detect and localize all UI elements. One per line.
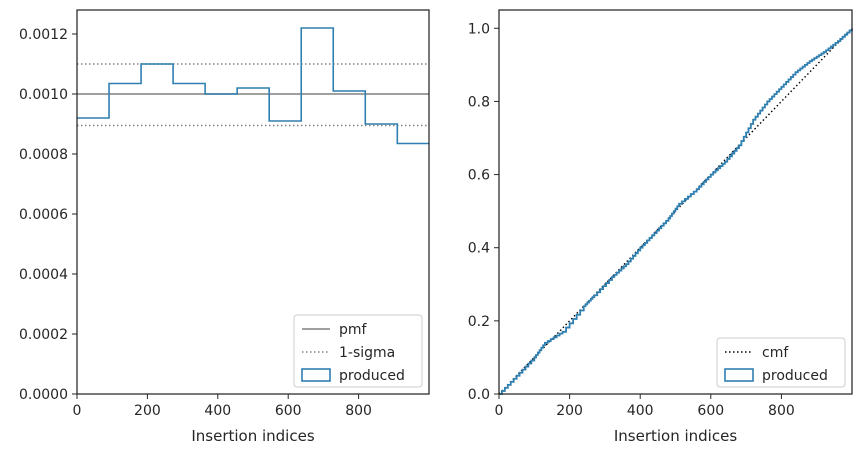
legend-swatch-produced bbox=[301, 368, 331, 382]
produced-histogram bbox=[77, 27, 429, 145]
legend-swatch-produced bbox=[724, 368, 754, 382]
x-axis-label: Insertion indices bbox=[614, 427, 737, 445]
legend-label-pmf: pmf bbox=[339, 322, 368, 338]
cmf-panel: 0 200 400 600 800 0.0 0.2 0.4 0.6 0.8 1.0 Insertion… bbox=[468, 9, 853, 445]
legend-box bbox=[716, 337, 846, 388]
axes-frame bbox=[498, 9, 853, 395]
x-tick-label: 0 bbox=[73, 403, 82, 419]
legend-label-produced: produced bbox=[339, 368, 405, 384]
y-tick-label: 0.0000 bbox=[19, 387, 68, 403]
y-tick-label: 0.2 bbox=[468, 314, 490, 330]
y-tick-label: 0.6 bbox=[468, 168, 490, 184]
y-tick-label: 0.0012 bbox=[19, 27, 68, 43]
y-tick-label: 0.0002 bbox=[19, 327, 68, 343]
cmf-line bbox=[498, 27, 853, 395]
x-tick-label: 600 bbox=[697, 403, 724, 419]
x-tick-label: 0 bbox=[495, 403, 504, 419]
x-tick-label: 200 bbox=[134, 403, 161, 419]
legend-label-produced: produced bbox=[762, 368, 828, 384]
y-tick-label: 0.0004 bbox=[19, 267, 68, 283]
y-tick-label: 1.0 bbox=[468, 21, 490, 37]
y-tick-label: 0.0010 bbox=[19, 87, 68, 103]
x-tick-label: 600 bbox=[275, 403, 302, 419]
x-tick-label: 800 bbox=[768, 403, 795, 419]
x-axis-label: Insertion indices bbox=[191, 427, 314, 445]
y-tick-label: 0.0 bbox=[468, 387, 490, 403]
x-tick-label: 400 bbox=[627, 403, 654, 419]
axes-frame bbox=[76, 9, 430, 395]
produced-cumulative bbox=[499, 28, 853, 395]
x-tick-label: 800 bbox=[345, 403, 372, 419]
y-tick-label: 0.4 bbox=[468, 241, 490, 257]
pmf-panel: 0 200 400 600 800 0.0000 0.0002 0.0004 0.0006 0.0… bbox=[19, 9, 430, 445]
x-tick-label: 400 bbox=[204, 403, 231, 419]
y-tick-label: 0.0008 bbox=[19, 147, 68, 163]
legend-label-sigma: 1-sigma bbox=[339, 345, 395, 361]
y-tick-label: 0.0006 bbox=[19, 207, 68, 223]
x-tick-label: 200 bbox=[556, 403, 583, 419]
y-tick-label: 0.8 bbox=[468, 94, 490, 110]
legend-label-cmf: cmf bbox=[762, 345, 789, 361]
